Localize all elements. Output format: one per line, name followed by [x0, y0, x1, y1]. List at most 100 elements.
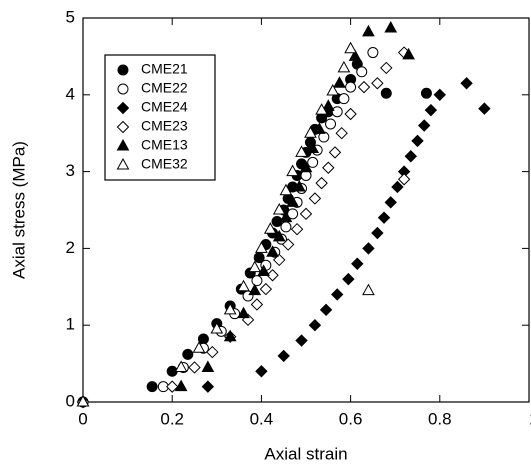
point — [255, 241, 268, 253]
point — [478, 102, 491, 115]
point — [417, 119, 431, 132]
point — [411, 134, 424, 148]
plot-frame — [82, 17, 530, 403]
point — [331, 288, 344, 301]
point — [345, 81, 357, 93]
y-axis-label: Axial stress (MPa) — [9, 141, 28, 279]
point — [223, 329, 237, 342]
point — [321, 99, 335, 111]
point — [333, 76, 346, 88]
point — [371, 226, 384, 240]
point — [182, 348, 194, 360]
point — [331, 106, 343, 118]
point — [299, 207, 313, 221]
point — [391, 180, 404, 194]
point — [201, 380, 215, 393]
point — [277, 349, 290, 363]
point — [188, 361, 201, 374]
point — [377, 211, 391, 224]
point — [248, 260, 262, 273]
point — [237, 306, 250, 319]
point — [371, 77, 384, 90]
point — [76, 394, 90, 407]
point — [197, 333, 209, 345]
point — [362, 24, 375, 37]
point — [313, 122, 326, 134]
point — [356, 66, 368, 78]
point — [325, 118, 337, 130]
x-tick-label: 1 — [529, 409, 531, 428]
point — [397, 173, 411, 186]
point — [344, 41, 357, 54]
point — [335, 126, 348, 140]
legend-label: CME23 — [141, 118, 188, 134]
point — [308, 192, 322, 205]
point — [362, 242, 375, 255]
point — [174, 379, 188, 392]
point — [433, 88, 447, 102]
point — [337, 60, 351, 73]
legend-label: CME21 — [141, 61, 188, 77]
y-tick-label: 1 — [66, 315, 75, 334]
point — [192, 341, 206, 353]
point — [201, 360, 215, 372]
point — [328, 146, 342, 159]
legend-marker — [117, 64, 129, 76]
point — [295, 334, 308, 347]
point — [404, 150, 418, 163]
legend-marker — [117, 83, 129, 95]
point — [402, 47, 415, 60]
point — [338, 93, 350, 105]
point — [344, 107, 357, 121]
x-tick-label: 0.4 — [250, 409, 274, 428]
point — [342, 272, 355, 286]
y-tick-label: 3 — [66, 161, 75, 180]
point — [460, 77, 473, 90]
point — [272, 202, 286, 215]
point — [146, 381, 158, 393]
point — [272, 229, 286, 242]
point — [351, 257, 364, 270]
point — [174, 360, 188, 372]
y-tick-label: 0 — [66, 391, 75, 410]
point — [266, 245, 279, 257]
point — [165, 380, 179, 393]
point — [315, 103, 328, 115]
point — [210, 322, 224, 334]
point — [248, 283, 262, 296]
legend-label: CME22 — [141, 80, 188, 96]
x-tick-label: 0.6 — [339, 409, 363, 428]
point — [237, 279, 250, 292]
point — [206, 345, 219, 359]
point — [315, 176, 328, 190]
point — [292, 179, 306, 192]
point — [279, 183, 293, 196]
point — [286, 164, 299, 177]
point — [280, 221, 292, 233]
point — [257, 264, 270, 276]
point — [384, 196, 397, 209]
point — [308, 318, 322, 332]
legend-marker — [116, 101, 130, 115]
point — [384, 20, 398, 33]
point — [299, 160, 313, 173]
point — [263, 222, 277, 234]
point — [319, 303, 333, 317]
point — [357, 80, 371, 94]
point — [362, 283, 375, 296]
point — [223, 302, 237, 315]
point — [306, 141, 320, 154]
point — [380, 87, 392, 99]
point — [367, 47, 379, 59]
legend-label: CME32 — [141, 156, 188, 172]
y-tick-label: 2 — [66, 238, 75, 257]
point — [273, 253, 286, 267]
point — [279, 210, 293, 223]
point — [250, 298, 264, 311]
x-axis-label: Axial strain — [264, 444, 347, 463]
point — [255, 365, 268, 378]
point — [295, 145, 308, 157]
point — [326, 83, 340, 96]
